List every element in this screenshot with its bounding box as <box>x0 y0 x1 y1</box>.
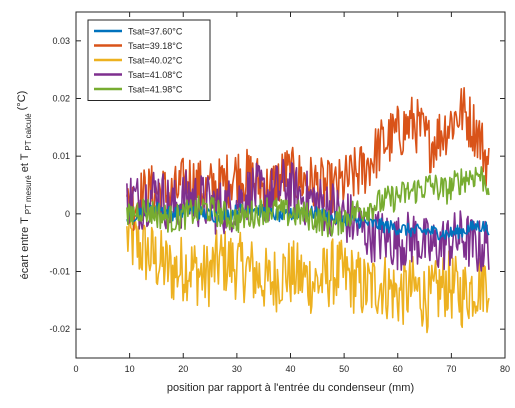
x-tick-label: 50 <box>339 364 349 374</box>
y-axis-label-mid: et T <box>19 153 31 172</box>
legend-label: Tsat=37.60°C <box>128 27 183 37</box>
y-tick-label: 0.01 <box>52 151 70 161</box>
legend-label: Tsat=39.18°C <box>128 41 183 51</box>
series-line-3 <box>126 204 490 334</box>
x-tick-label: 80 <box>500 364 510 374</box>
y-tick-label: -0.02 <box>49 324 70 334</box>
y-tick-label: -0.01 <box>49 267 70 277</box>
x-tick-label: 0 <box>73 364 78 374</box>
x-tick-label: 40 <box>285 364 295 374</box>
x-tick-label: 20 <box>178 364 188 374</box>
y-tick-label: 0 <box>65 209 70 219</box>
y-axis-label: écart entre T PT mesuré et T PT calculé … <box>16 91 34 280</box>
x-axis-label: position par rapport à l'entrée du conde… <box>167 382 414 394</box>
y-tick-label: 0.02 <box>52 94 70 104</box>
y-axis-label-sub1: PT mesuré <box>24 175 33 215</box>
legend-label: Tsat=41.08°C <box>128 70 183 80</box>
y-axis-label-suffix: (°C) <box>16 91 28 111</box>
series-layer <box>126 87 490 334</box>
series-line-5 <box>126 166 490 238</box>
x-tick-label: 30 <box>232 364 242 374</box>
y-tick-label: 0.03 <box>52 36 70 46</box>
y-axis-label-sub2: PT calculé <box>24 113 33 151</box>
x-tick-label: 70 <box>446 364 456 374</box>
y-axis-label-prefix: écart entre T <box>19 217 31 279</box>
x-tick-label: 60 <box>393 364 403 374</box>
legend: Tsat=37.60°C Tsat=39.18°C Tsat=40.02°C Tsat… <box>87 19 211 101</box>
x-tick-label: 10 <box>125 364 135 374</box>
tick-layer: 0 10 20 30 40 50 60 70 80 -0.02 -0.01 0 0.01 0.02 0.03 <box>49 12 510 374</box>
legend-label: Tsat=41.98°C <box>128 85 183 95</box>
legend-label: Tsat=40.02°C <box>128 56 183 66</box>
